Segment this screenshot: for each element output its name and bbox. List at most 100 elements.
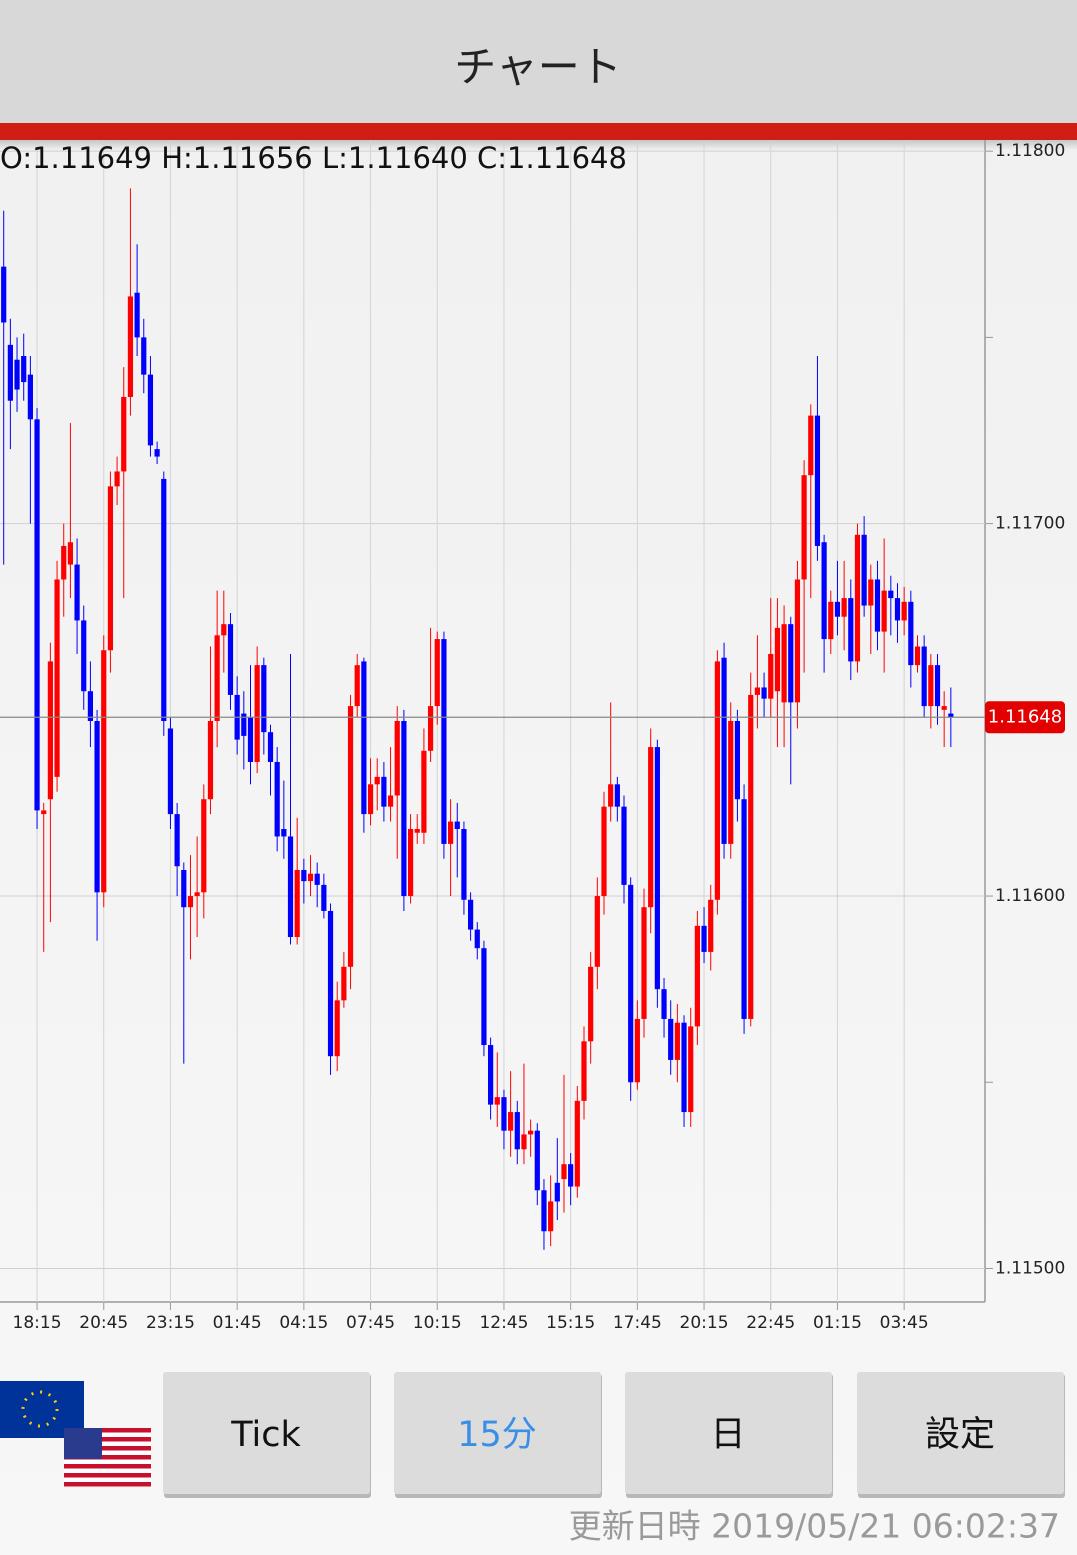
candle-body [294, 869, 300, 938]
candle-body [574, 1100, 580, 1187]
y-tick-label: 1.11800 [995, 141, 1065, 161]
candle-body [74, 564, 80, 621]
candle-body [648, 747, 654, 908]
x-tick-label: 01:15 [813, 1313, 862, 1333]
candle-body [354, 665, 360, 707]
header-bar [0, 0, 1077, 123]
candle-body [367, 784, 374, 815]
candle-body [841, 598, 847, 617]
flag-canton [64, 1428, 102, 1459]
flag-stripes [64, 1428, 151, 1487]
candle-body [101, 650, 107, 893]
candle-body [761, 687, 767, 699]
candle-body [141, 337, 147, 375]
candle-body [414, 829, 420, 833]
candle-body [854, 534, 861, 662]
x-tick-label: 03:45 [880, 1313, 929, 1333]
candle-body [94, 721, 100, 893]
button-face [394, 1372, 601, 1494]
button-label[interactable]: 設定 [925, 1415, 995, 1455]
tab-button[interactable]: 15分 [394, 1372, 602, 1498]
candle-body [714, 661, 720, 900]
candle-body [541, 1190, 547, 1232]
candle-body [314, 873, 320, 885]
candle-body [407, 829, 414, 897]
candle-body [21, 356, 27, 383]
candle-body [774, 627, 781, 692]
candle-body [481, 948, 487, 1046]
y-tick-label: 1.11500 [995, 1258, 1065, 1278]
x-tick-label: 04:15 [279, 1313, 328, 1333]
candle-body [221, 624, 227, 636]
candle-body [488, 1045, 494, 1105]
updated-time: 更新日時 2019/05/21 06:02:37 [569, 1507, 1060, 1546]
candle-body [654, 747, 660, 990]
candle-body [934, 665, 941, 707]
shadow [0, 140, 1077, 150]
candle-body [247, 717, 254, 762]
candle-body [274, 761, 280, 837]
plot: 1.11500 1.11600 1.11700 1.11800 18:15 20:45 23… [0, 140, 1065, 1333]
candle-body [47, 661, 53, 800]
button-label[interactable]: 15分 [457, 1415, 537, 1455]
candle-body [821, 542, 827, 640]
x-tick-label: 07:45 [346, 1313, 395, 1333]
tab-button[interactable]: 日 [625, 1372, 833, 1498]
candle-body [421, 750, 427, 833]
x-tick-label: 17:45 [613, 1313, 662, 1333]
candle-body [594, 896, 600, 967]
button-label[interactable]: 日 [710, 1415, 745, 1455]
candle-body [261, 665, 267, 733]
candle-body [27, 374, 33, 420]
candle-body [681, 1022, 687, 1113]
candle-body [534, 1130, 540, 1191]
candle-body [601, 806, 607, 897]
x-tick-label: 22:45 [746, 1313, 795, 1333]
candle-body [794, 579, 801, 703]
candle-body [894, 598, 901, 621]
candle-body [741, 799, 747, 1019]
tab-button[interactable]: 設定 [857, 1372, 1065, 1498]
candle-body [561, 1164, 567, 1180]
candle-body [568, 1164, 574, 1187]
candle-body [201, 799, 207, 893]
candle-body [754, 687, 761, 695]
candle-body [521, 1134, 527, 1150]
candle-body [634, 1018, 640, 1083]
candle-body [447, 821, 454, 844]
candle-body [214, 635, 220, 721]
candle-body [801, 475, 807, 580]
candle-body [554, 1182, 560, 1202]
candle-body [701, 925, 707, 952]
last-price-label: 1.11648 [988, 706, 1062, 727]
candle-body [61, 545, 67, 580]
candle-body [374, 776, 380, 785]
candle-body [441, 639, 447, 844]
candle-body [334, 1000, 340, 1057]
candle-body [461, 829, 467, 900]
candle-body [508, 1112, 514, 1131]
candle-body [14, 359, 20, 390]
flag-stars [21, 1390, 59, 1428]
candle-body [194, 892, 200, 897]
candle-body [347, 706, 354, 967]
candle-body [121, 396, 127, 472]
button-label[interactable]: Tick [230, 1415, 301, 1455]
candle-body [281, 829, 287, 837]
candle-body [728, 721, 734, 844]
candle-body [614, 784, 620, 807]
candle-body [548, 1201, 554, 1232]
candle-body [474, 929, 480, 949]
candle-body [147, 374, 154, 446]
button-face [857, 1372, 1064, 1494]
candle-body [734, 721, 740, 800]
candle-body [327, 910, 334, 1057]
candle-body [788, 624, 794, 703]
candle-body [7, 344, 13, 401]
tab-button[interactable]: Tick [163, 1372, 371, 1498]
candle-body [708, 899, 714, 952]
candle-body [54, 579, 60, 777]
candle-body [908, 601, 914, 666]
candle-body [167, 728, 174, 815]
